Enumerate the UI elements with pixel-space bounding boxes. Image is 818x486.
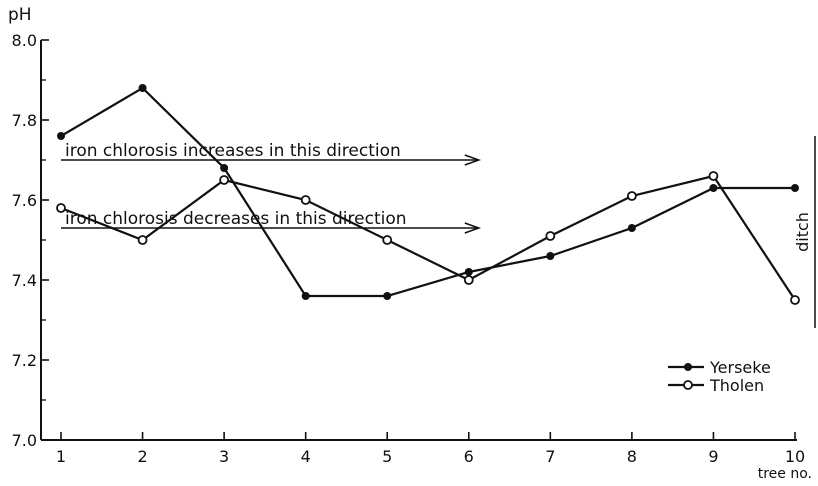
series-line-yerseke	[60, 86, 795, 298]
x-tick-label: 2	[137, 447, 147, 466]
data-point-tholen	[626, 191, 637, 201]
annotation-arrowhead	[464, 154, 482, 166]
data-point-tholen	[137, 235, 148, 245]
series-line-tholen	[60, 174, 796, 301]
x-tick-label: 5	[382, 447, 392, 466]
ditch-bracket-group: ditch	[793, 136, 816, 328]
ditch-label: ditch	[793, 212, 812, 252]
x-tick-label: 10	[785, 447, 805, 466]
legend-label: Yerseke	[709, 358, 771, 377]
data-point-yerseke	[220, 164, 229, 172]
data-point-tholen	[382, 235, 393, 245]
y-tick-label: 7.0	[12, 431, 37, 450]
y-tick-label: 7.4	[12, 271, 37, 290]
data-point-yerseke	[383, 292, 392, 300]
y-tick-label: 7.6	[12, 191, 37, 210]
data-point-yerseke	[546, 252, 555, 260]
legend-swatch-marker	[683, 380, 693, 390]
data-point-yerseke	[138, 84, 147, 92]
data-point-yerseke	[709, 184, 718, 192]
x-tick-label: 1	[56, 447, 66, 466]
data-point-tholen	[708, 171, 719, 181]
x-tick-label: 7	[545, 447, 555, 466]
data-point-yerseke	[791, 184, 799, 192]
x-axis-label: tree no.	[758, 466, 812, 482]
annotation-label: iron chlorosis decreases in this directi…	[65, 209, 407, 229]
data-point-yerseke	[301, 292, 310, 300]
x-tick-label: 3	[219, 447, 229, 466]
x-tick-label: 4	[301, 447, 311, 466]
data-point-tholen	[790, 295, 800, 305]
y-tick-label: 7.8	[12, 111, 37, 130]
x-tick-label: 9	[708, 447, 718, 466]
x-tick-label: 6	[464, 447, 474, 466]
x-tick-label: 8	[627, 447, 637, 466]
data-point-tholen	[545, 231, 556, 241]
annotation-arrowhead	[464, 222, 482, 234]
annotation-label: iron chlorosis increases in this directi…	[65, 141, 401, 161]
series-group	[56, 84, 800, 305]
ticks: 7.0 7.2 7.4 7.6 7.8 8.0 1 2 3 4 5 6 7 8 9 10	[12, 31, 806, 466]
legend-swatch-marker	[684, 363, 692, 371]
data-point-yerseke	[627, 224, 636, 232]
data-point-tholen	[463, 275, 474, 285]
legend-label: Tholen	[709, 376, 764, 395]
annotations: iron chlorosis increases in this directi…	[61, 141, 482, 234]
y-axis-label: pH	[8, 5, 32, 25]
data-point-yerseke	[57, 132, 65, 140]
y-tick-label: 8.0	[12, 31, 37, 50]
y-tick-label: 7.2	[12, 351, 37, 370]
data-point-tholen	[56, 203, 66, 213]
data-point-tholen	[219, 175, 230, 185]
data-point-yerseke	[464, 268, 473, 276]
data-point-tholen	[300, 195, 311, 205]
